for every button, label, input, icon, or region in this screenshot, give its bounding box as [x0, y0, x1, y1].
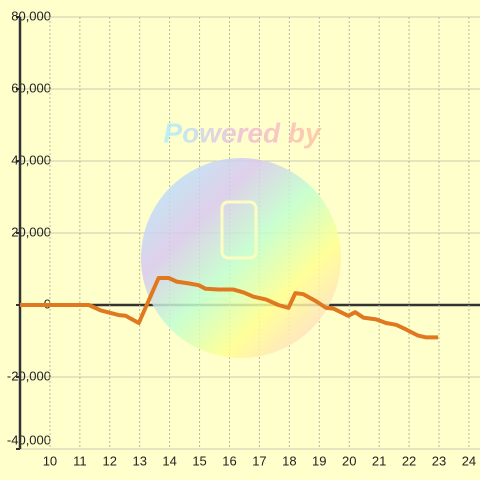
- x-tick-label: 15: [192, 453, 206, 468]
- y-tick-label: 80,000: [11, 8, 51, 23]
- x-tick-label: 13: [132, 453, 146, 468]
- x-tick-label: 10: [43, 453, 57, 468]
- y-tick-label: -40,000: [7, 432, 51, 447]
- x-tick-label: 22: [402, 453, 416, 468]
- x-tick-label: 14: [162, 453, 176, 468]
- data-line: [20, 276, 439, 340]
- x-tick-label: 20: [342, 453, 356, 468]
- y-tick-label: 60,000: [11, 80, 51, 95]
- x-tick-label: 12: [103, 453, 117, 468]
- x-tick-label: 17: [252, 453, 266, 468]
- x-tick-label: 24: [462, 453, 476, 468]
- x-tick-label: 18: [282, 453, 296, 468]
- watermark-icon: [220, 200, 258, 260]
- x-tick-label: 19: [312, 453, 326, 468]
- x-tick-label: 21: [372, 453, 386, 468]
- y-tick-label: -20,000: [7, 368, 51, 383]
- x-tick-label: 16: [222, 453, 236, 468]
- x-tick-label: 23: [432, 453, 446, 468]
- y-tick-label: 40,000: [11, 152, 51, 167]
- x-tick-label: 11: [73, 453, 87, 468]
- plot: [20, 276, 439, 340]
- watermark-text: Powered by: [163, 117, 322, 148]
- y-tick-label: 20,000: [11, 224, 51, 239]
